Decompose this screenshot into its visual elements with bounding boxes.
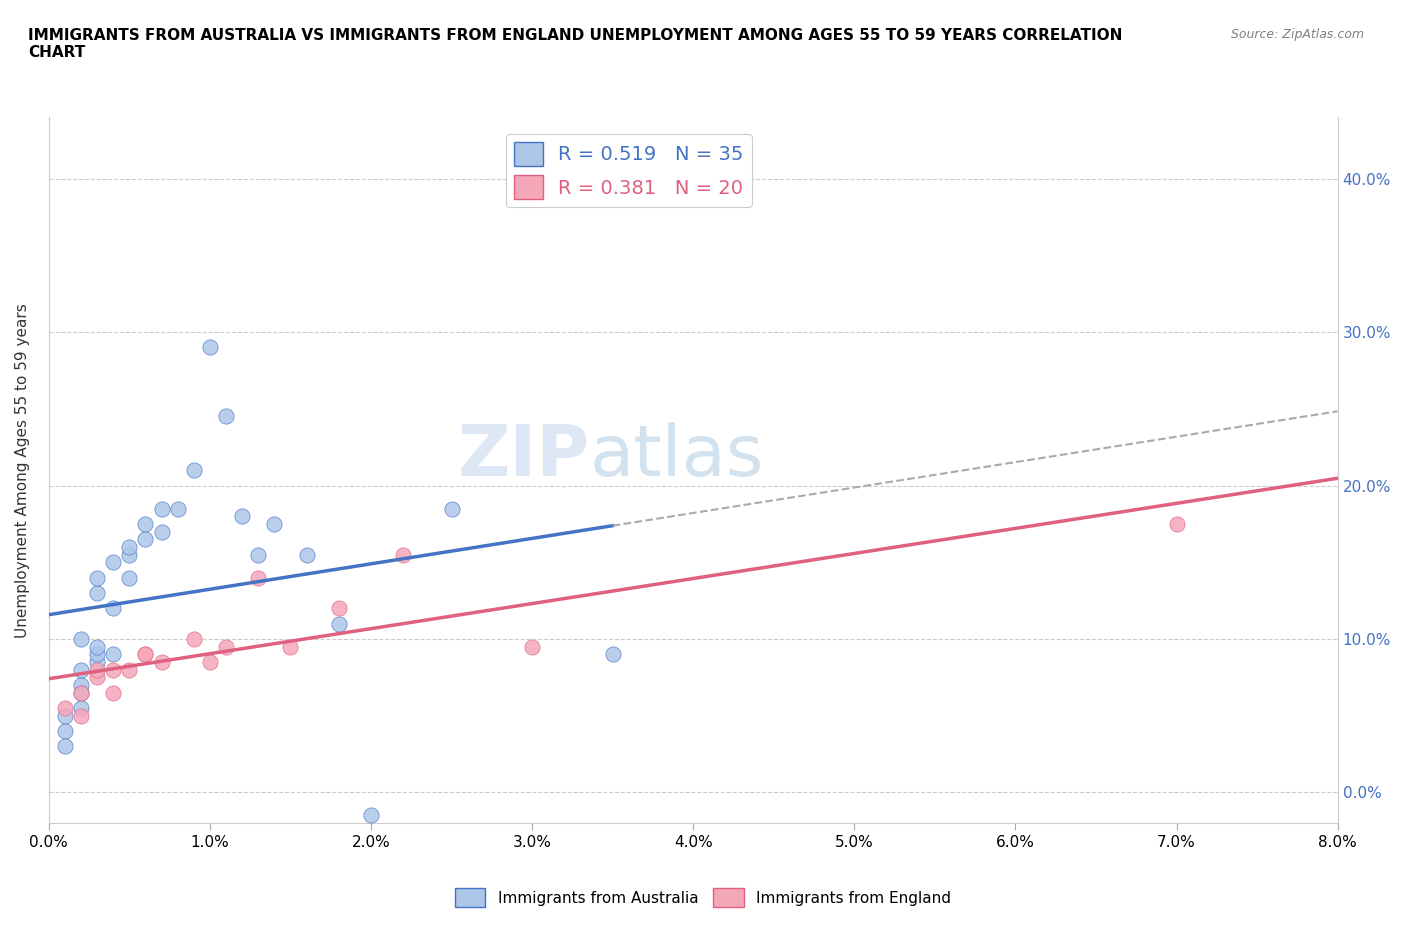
Point — [247, 547, 270, 562]
Point — [103, 662, 125, 677]
Point — [86, 570, 108, 585]
Point — [183, 631, 205, 646]
Text: atlas: atlas — [591, 421, 765, 491]
Point — [183, 463, 205, 478]
Point — [70, 678, 93, 693]
Point — [328, 601, 350, 616]
Point — [231, 509, 253, 524]
Point — [53, 724, 76, 738]
Point — [150, 655, 173, 670]
Point — [328, 617, 350, 631]
Point — [198, 655, 221, 670]
Point — [520, 639, 543, 654]
Point — [134, 647, 156, 662]
Point — [392, 547, 415, 562]
Point — [86, 655, 108, 670]
Point — [118, 662, 141, 677]
Point — [53, 709, 76, 724]
Point — [134, 516, 156, 531]
Point — [70, 662, 93, 677]
Point — [198, 340, 221, 355]
Point — [103, 555, 125, 570]
Point — [53, 739, 76, 754]
Point — [280, 639, 302, 654]
Point — [247, 570, 270, 585]
Legend: Immigrants from Australia, Immigrants from England: Immigrants from Australia, Immigrants fr… — [449, 883, 957, 913]
Point — [86, 647, 108, 662]
Point — [86, 670, 108, 684]
Point — [70, 685, 93, 700]
Point — [1166, 516, 1188, 531]
Point — [86, 586, 108, 601]
Text: ZIP: ZIP — [458, 421, 591, 491]
Point — [103, 685, 125, 700]
Point — [70, 709, 93, 724]
Point — [118, 570, 141, 585]
Point — [118, 539, 141, 554]
Point — [86, 639, 108, 654]
Point — [215, 409, 238, 424]
Point — [263, 516, 285, 531]
Point — [103, 601, 125, 616]
Point — [150, 501, 173, 516]
Y-axis label: Unemployment Among Ages 55 to 59 years: Unemployment Among Ages 55 to 59 years — [15, 303, 30, 638]
Point — [215, 639, 238, 654]
Point — [602, 647, 624, 662]
Point — [53, 700, 76, 715]
Point — [166, 501, 188, 516]
Point — [150, 525, 173, 539]
Text: IMMIGRANTS FROM AUSTRALIA VS IMMIGRANTS FROM ENGLAND UNEMPLOYMENT AMONG AGES 55 : IMMIGRANTS FROM AUSTRALIA VS IMMIGRANTS … — [28, 28, 1122, 60]
Point — [70, 631, 93, 646]
Point — [295, 547, 318, 562]
Point — [360, 808, 382, 823]
Point — [134, 647, 156, 662]
Point — [86, 662, 108, 677]
Point — [134, 532, 156, 547]
Point — [70, 685, 93, 700]
Point — [118, 547, 141, 562]
Point — [103, 647, 125, 662]
Point — [440, 501, 463, 516]
Point — [70, 700, 93, 715]
Legend: R = 0.519   N = 35, R = 0.381   N = 20: R = 0.519 N = 35, R = 0.381 N = 20 — [506, 134, 752, 206]
Text: Source: ZipAtlas.com: Source: ZipAtlas.com — [1230, 28, 1364, 41]
